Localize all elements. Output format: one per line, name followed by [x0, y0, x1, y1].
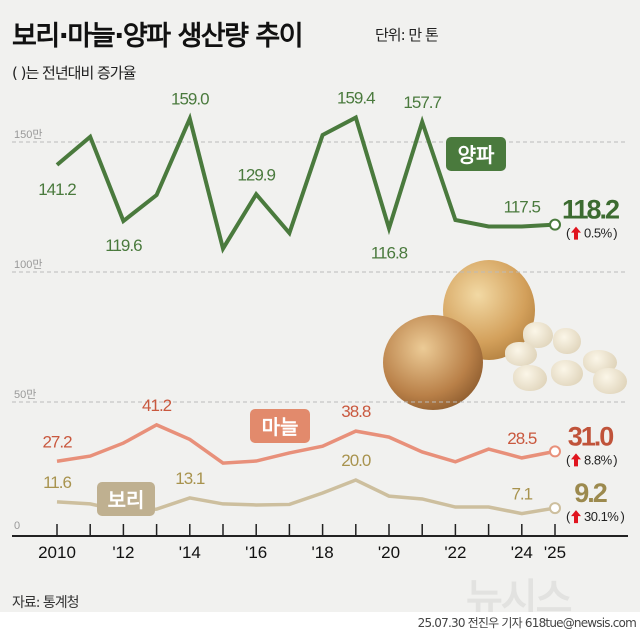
data-label: 11.6 [43, 473, 71, 492]
series-name: 양파 [458, 143, 495, 167]
x-tick-label: '18 [312, 543, 334, 562]
series-name: 보리 [108, 488, 145, 512]
change-value: 0.5% [584, 226, 613, 241]
up-arrow-icon [571, 510, 581, 524]
data-label: 27.2 [42, 432, 72, 451]
data-label: 13.1 [175, 469, 205, 488]
data-label: 116.8 [371, 243, 408, 262]
x-tick-label: '22 [444, 543, 466, 562]
credit-label: 25.07.30 전진우 기자 618tue@newsis.com [417, 616, 637, 630]
end-marker [549, 445, 561, 458]
data-label: 129.9 [237, 165, 275, 184]
y-tick-label: 0 [14, 520, 20, 532]
data-label: 117.5 [504, 198, 541, 217]
garlic-image [553, 328, 581, 354]
subtitle: ( )는 전년대비 증가율 [12, 64, 136, 82]
data-label: 119.6 [105, 236, 142, 255]
y-tick-label: 100만 [14, 258, 42, 271]
up-arrow-icon [571, 226, 581, 240]
x-tick-label: '14 [179, 543, 201, 562]
y-tick-label: 50만 [14, 388, 36, 401]
series-badge [446, 137, 506, 171]
data-label: 20.0 [341, 451, 371, 470]
series-line-마늘 [56, 422, 556, 465]
final-value: 31.0 [568, 421, 614, 451]
final-value: 118.2 [562, 195, 619, 225]
unit-label: 단위: 만 톤 [375, 26, 439, 44]
onion-garlic-photo [383, 250, 633, 410]
change-paren: ) [613, 452, 617, 467]
x-tick-label: 2010 [38, 543, 76, 562]
onion-image [383, 315, 483, 410]
data-label: 159.4 [337, 89, 375, 108]
series-line-양파 [55, 112, 556, 254]
change-paren: ( [566, 509, 571, 524]
change-paren: ( [566, 452, 571, 467]
page-title: 보리·마늘·양파 생산량 추이 [12, 21, 304, 52]
data-label: 38.8 [341, 402, 371, 421]
garlic-image [505, 342, 537, 366]
series-badge [250, 409, 310, 443]
x-tick-label: '24 [511, 543, 533, 562]
change-paren: ( [566, 226, 571, 241]
up-arrow-icon [571, 453, 581, 467]
data-label: 41.2 [142, 396, 172, 415]
garlic-image [513, 365, 547, 391]
data-label: 28.5 [507, 429, 537, 448]
change-value: 30.1% [584, 509, 619, 524]
change-paren: ) [613, 226, 617, 241]
data-label: 7.1 [511, 485, 532, 504]
credit-bar [0, 612, 640, 632]
garlic-image [551, 360, 583, 386]
y-tick-label: 150만 [14, 128, 42, 141]
garlic-image [593, 368, 627, 394]
end-marker [549, 502, 561, 515]
data-label: 157.7 [403, 93, 441, 112]
data-label: 159.0 [171, 90, 209, 109]
x-tick-label: '12 [112, 543, 134, 562]
data-label: 141.2 [38, 180, 76, 199]
x-tick-label: '20 [378, 543, 400, 562]
change-paren: ) [621, 509, 625, 524]
change-value: 8.8% [584, 452, 613, 467]
x-tick-label: '25 [544, 543, 566, 562]
source-label: 자료: 통계청 [12, 595, 80, 611]
series-name: 마늘 [262, 415, 299, 439]
end-marker [549, 218, 561, 231]
x-tick-label: '16 [245, 543, 267, 562]
final-value: 9.2 [574, 478, 607, 508]
series-badge [97, 482, 155, 516]
